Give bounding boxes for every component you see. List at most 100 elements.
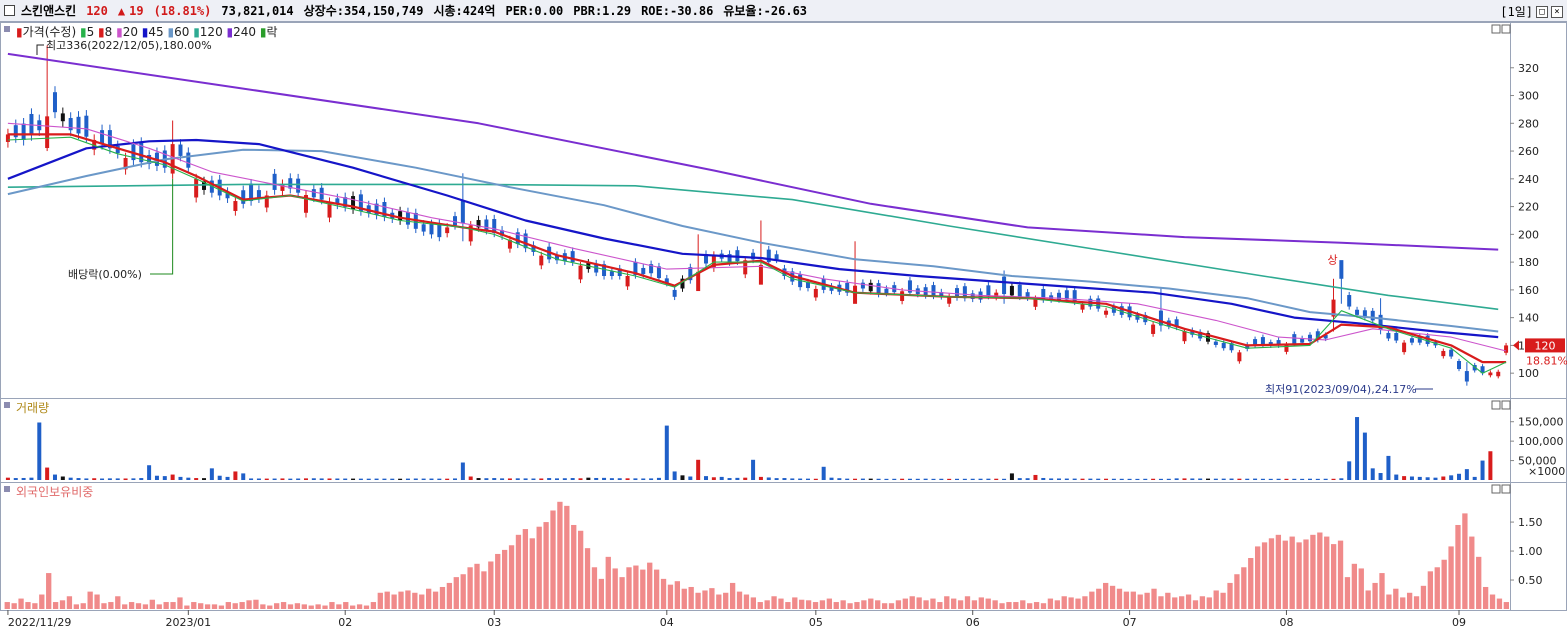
foreign-bar — [398, 591, 404, 609]
foreign-bar — [1441, 559, 1447, 609]
volume-bar — [962, 478, 967, 480]
volume-bar — [84, 478, 89, 480]
price-pane-close-icon — [1501, 24, 1511, 34]
period-selector[interactable]: [1일] — [1500, 5, 1533, 19]
stock-name[interactable]: 스킨앤스킨 — [21, 4, 77, 18]
volume-bar — [805, 478, 810, 480]
foreign-bar — [239, 602, 245, 609]
candle-body — [476, 220, 481, 228]
foreign-bar — [260, 604, 266, 609]
foreign-bar — [515, 534, 522, 609]
volume-bar — [727, 478, 732, 480]
foreign-bar — [771, 596, 777, 609]
volume-bar — [335, 478, 340, 480]
foreign-bar — [1075, 598, 1081, 609]
volume-bar — [1488, 451, 1493, 480]
volume-bar — [1300, 478, 1305, 480]
foreign-bar — [405, 590, 411, 609]
foreign-bar — [536, 526, 542, 609]
foreign-bar — [750, 597, 756, 609]
foreign-bar — [1227, 582, 1233, 609]
volume-bar — [327, 478, 332, 480]
roe-value: ROE:-30.86 — [641, 3, 714, 18]
volume-bar — [1190, 478, 1195, 480]
candle-body — [1331, 299, 1336, 317]
volume-bar — [1111, 478, 1116, 480]
volume-bar — [115, 478, 120, 480]
volume-bar — [1253, 478, 1258, 480]
date-axis: 2022/11/29 2023/01 02 03 04 05 06 07 08 09 — [0, 610, 1567, 629]
foreign-bar — [460, 574, 466, 609]
legend-marker: ▮ — [167, 25, 174, 39]
volume-bar — [453, 478, 458, 480]
foreign-bar — [135, 603, 142, 609]
foreign-bar — [1413, 596, 1420, 609]
foreign-bar — [1379, 573, 1385, 609]
foreign-bar — [363, 605, 370, 609]
candle-body — [947, 296, 952, 304]
candle-body — [578, 265, 583, 280]
price-tick-label: 240 — [1518, 173, 1539, 186]
candle-body — [327, 202, 332, 218]
volume-bar — [853, 478, 858, 480]
volume-bar — [602, 477, 607, 480]
volume-bar — [1151, 478, 1156, 480]
volume-bar — [1409, 476, 1414, 480]
foreign-bar — [605, 556, 611, 609]
volume-bar — [1174, 478, 1179, 480]
candle-body — [955, 288, 960, 298]
candle-body — [649, 264, 654, 274]
volume-tick-label: 50,000 — [1518, 455, 1557, 468]
candle-body — [1025, 292, 1030, 298]
candle-body — [249, 183, 254, 202]
foreign-bar — [612, 568, 618, 609]
volume-bar — [751, 459, 756, 480]
stock-header: 스킨앤스킨 120 ▲ 19 (18.81%) 73,821,014 상장수:3… — [0, 0, 1567, 22]
volume-bar — [1386, 455, 1391, 480]
foreign-bar — [971, 600, 978, 609]
candle-body — [1229, 343, 1234, 351]
volume-bar — [562, 478, 567, 480]
candle-body — [194, 178, 199, 198]
candle-body — [1307, 334, 1312, 342]
volume-bar — [609, 478, 614, 480]
foreign-bar — [225, 602, 231, 609]
candle-body — [492, 219, 497, 233]
volume-bar — [664, 425, 669, 480]
foreign-bar — [128, 602, 135, 609]
candle-body — [680, 278, 685, 289]
foreign-bar — [1427, 571, 1434, 609]
volume-bar — [1276, 478, 1281, 480]
foreign-bar — [1344, 577, 1351, 609]
foreign-bar — [87, 591, 93, 609]
maximize-icon[interactable]: □ — [1536, 5, 1548, 18]
candle-body — [52, 92, 57, 113]
foreign-bar — [1179, 596, 1185, 609]
foreign-bar — [1393, 588, 1399, 609]
volume-bar — [939, 478, 944, 480]
foreign-bar — [1372, 582, 1378, 609]
foreign-bar — [1282, 540, 1288, 609]
market-cap: 시총:424억 — [433, 4, 496, 18]
ex-dividend-leader — [150, 178, 174, 275]
ma5-line — [7, 136, 1507, 374]
foreign-bar — [709, 588, 715, 609]
foreign-bar — [46, 573, 52, 609]
candle-body — [1033, 298, 1038, 307]
foreign-bar — [184, 605, 190, 609]
price-tick-label: 180 — [1518, 256, 1539, 269]
high-annotation-leader — [36, 44, 44, 55]
foreign-bar — [1234, 574, 1240, 609]
volume-tick-label: 150,000 — [1518, 416, 1564, 429]
candle-body — [107, 130, 112, 149]
select-checkbox[interactable] — [4, 5, 15, 16]
candle-body — [1221, 342, 1226, 349]
volume-bar — [523, 478, 528, 480]
candle-body — [84, 115, 89, 137]
foreign-bar — [1337, 540, 1344, 609]
candle-body — [507, 239, 512, 249]
foreign-bar — [391, 594, 397, 609]
date-tick-label: 05 — [809, 616, 823, 629]
foreign-bar — [674, 581, 681, 609]
close-icon[interactable]: × — [1551, 5, 1563, 18]
